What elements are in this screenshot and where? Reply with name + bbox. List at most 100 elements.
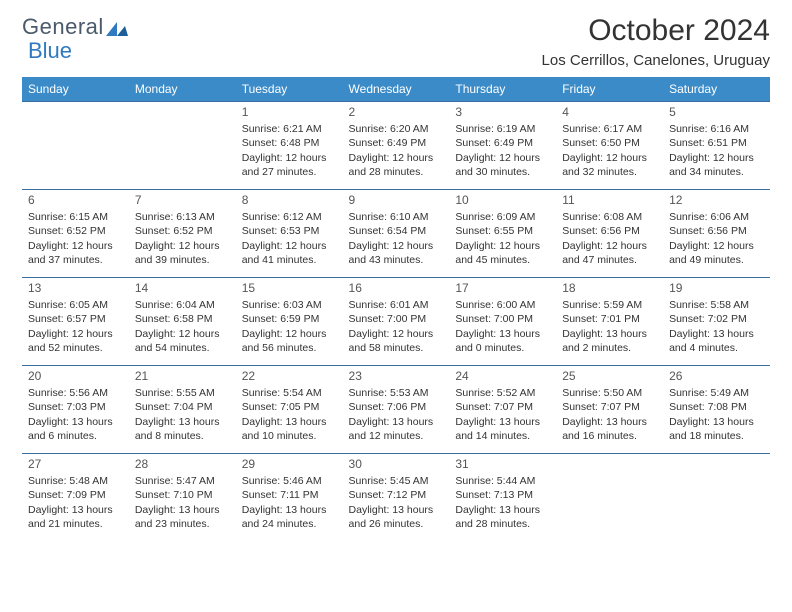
daylight-line-b: and 34 minutes. xyxy=(669,165,764,179)
sunrise-line: Sunrise: 5:49 AM xyxy=(669,386,764,400)
day-number: 16 xyxy=(349,280,444,296)
day-cell: 19Sunrise: 5:58 AMSunset: 7:02 PMDayligh… xyxy=(663,278,770,366)
daylight-line-a: Daylight: 12 hours xyxy=(349,239,444,253)
daylight-line-b: and 21 minutes. xyxy=(28,517,123,531)
day-cell: 3Sunrise: 6:19 AMSunset: 6:49 PMDaylight… xyxy=(449,102,556,190)
sunrise-line: Sunrise: 5:47 AM xyxy=(135,474,230,488)
daylight-line-a: Daylight: 13 hours xyxy=(455,503,550,517)
sunset-line: Sunset: 6:53 PM xyxy=(242,224,337,238)
day-number: 11 xyxy=(562,192,657,208)
sunset-line: Sunset: 6:50 PM xyxy=(562,136,657,150)
day-number: 24 xyxy=(455,368,550,384)
calendar-row: 13Sunrise: 6:05 AMSunset: 6:57 PMDayligh… xyxy=(22,278,770,366)
day-number: 27 xyxy=(28,456,123,472)
daylight-line-a: Daylight: 12 hours xyxy=(135,327,230,341)
day-number: 7 xyxy=(135,192,230,208)
day-cell: 6Sunrise: 6:15 AMSunset: 6:52 PMDaylight… xyxy=(22,190,129,278)
daylight-line-a: Daylight: 13 hours xyxy=(28,503,123,517)
day-cell: 15Sunrise: 6:03 AMSunset: 6:59 PMDayligh… xyxy=(236,278,343,366)
daylight-line-b: and 24 minutes. xyxy=(242,517,337,531)
day-cell: 18Sunrise: 5:59 AMSunset: 7:01 PMDayligh… xyxy=(556,278,663,366)
sunset-line: Sunset: 6:52 PM xyxy=(135,224,230,238)
sunrise-line: Sunrise: 5:45 AM xyxy=(349,474,444,488)
day-header: Sunday xyxy=(22,77,129,102)
day-number: 20 xyxy=(28,368,123,384)
day-header: Thursday xyxy=(449,77,556,102)
daylight-line-b: and 28 minutes. xyxy=(455,517,550,531)
sunset-line: Sunset: 7:00 PM xyxy=(349,312,444,326)
sunrise-line: Sunrise: 6:16 AM xyxy=(669,122,764,136)
daylight-line-a: Daylight: 12 hours xyxy=(562,151,657,165)
day-number: 18 xyxy=(562,280,657,296)
day-number: 8 xyxy=(242,192,337,208)
day-number: 1 xyxy=(242,104,337,120)
sunset-line: Sunset: 6:59 PM xyxy=(242,312,337,326)
sunset-line: Sunset: 6:51 PM xyxy=(669,136,764,150)
daylight-line-b: and 58 minutes. xyxy=(349,341,444,355)
day-number: 29 xyxy=(242,456,337,472)
daylight-line-b: and 56 minutes. xyxy=(242,341,337,355)
daylight-line-a: Daylight: 12 hours xyxy=(562,239,657,253)
daylight-line-b: and 0 minutes. xyxy=(455,341,550,355)
daylight-line-a: Daylight: 13 hours xyxy=(669,415,764,429)
sunrise-line: Sunrise: 5:52 AM xyxy=(455,386,550,400)
brand-name-b: Blue xyxy=(28,38,72,64)
sunrise-line: Sunrise: 6:17 AM xyxy=(562,122,657,136)
day-number: 10 xyxy=(455,192,550,208)
sunset-line: Sunset: 7:10 PM xyxy=(135,488,230,502)
sunset-line: Sunset: 7:08 PM xyxy=(669,400,764,414)
day-header: Wednesday xyxy=(343,77,450,102)
sunrise-line: Sunrise: 6:01 AM xyxy=(349,298,444,312)
calendar-row: 27Sunrise: 5:48 AMSunset: 7:09 PMDayligh… xyxy=(22,454,770,542)
day-cell: 13Sunrise: 6:05 AMSunset: 6:57 PMDayligh… xyxy=(22,278,129,366)
daylight-line-b: and 45 minutes. xyxy=(455,253,550,267)
daylight-line-b: and 2 minutes. xyxy=(562,341,657,355)
day-number: 3 xyxy=(455,104,550,120)
day-cell: 22Sunrise: 5:54 AMSunset: 7:05 PMDayligh… xyxy=(236,366,343,454)
sunrise-line: Sunrise: 6:05 AM xyxy=(28,298,123,312)
calendar-body: 1Sunrise: 6:21 AMSunset: 6:48 PMDaylight… xyxy=(22,102,770,542)
daylight-line-b: and 30 minutes. xyxy=(455,165,550,179)
daylight-line-b: and 37 minutes. xyxy=(28,253,123,267)
sunrise-line: Sunrise: 6:13 AM xyxy=(135,210,230,224)
day-cell: 11Sunrise: 6:08 AMSunset: 6:56 PMDayligh… xyxy=(556,190,663,278)
sunrise-line: Sunrise: 5:46 AM xyxy=(242,474,337,488)
daylight-line-a: Daylight: 12 hours xyxy=(669,151,764,165)
sunrise-line: Sunrise: 5:53 AM xyxy=(349,386,444,400)
daylight-line-a: Daylight: 13 hours xyxy=(562,327,657,341)
day-header: Saturday xyxy=(663,77,770,102)
day-number: 15 xyxy=(242,280,337,296)
daylight-line-b: and 4 minutes. xyxy=(669,341,764,355)
empty-cell xyxy=(556,454,663,542)
day-cell: 27Sunrise: 5:48 AMSunset: 7:09 PMDayligh… xyxy=(22,454,129,542)
daylight-line-a: Daylight: 13 hours xyxy=(349,415,444,429)
sunrise-line: Sunrise: 6:15 AM xyxy=(28,210,123,224)
day-cell: 28Sunrise: 5:47 AMSunset: 7:10 PMDayligh… xyxy=(129,454,236,542)
day-cell: 1Sunrise: 6:21 AMSunset: 6:48 PMDaylight… xyxy=(236,102,343,190)
brand-name-a: General xyxy=(22,14,104,40)
daylight-line-b: and 28 minutes. xyxy=(349,165,444,179)
day-number: 14 xyxy=(135,280,230,296)
brand-logo: General xyxy=(22,14,108,40)
daylight-line-b: and 27 minutes. xyxy=(242,165,337,179)
calendar-row: 6Sunrise: 6:15 AMSunset: 6:52 PMDaylight… xyxy=(22,190,770,278)
daylight-line-b: and 43 minutes. xyxy=(349,253,444,267)
calendar-row: 1Sunrise: 6:21 AMSunset: 6:48 PMDaylight… xyxy=(22,102,770,190)
sunrise-line: Sunrise: 6:04 AM xyxy=(135,298,230,312)
title-block: October 2024 Los Cerrillos, Canelones, U… xyxy=(542,14,770,69)
daylight-line-a: Daylight: 13 hours xyxy=(135,503,230,517)
day-cell: 21Sunrise: 5:55 AMSunset: 7:04 PMDayligh… xyxy=(129,366,236,454)
day-number: 30 xyxy=(349,456,444,472)
daylight-line-b: and 14 minutes. xyxy=(455,429,550,443)
sunrise-line: Sunrise: 6:00 AM xyxy=(455,298,550,312)
sunrise-line: Sunrise: 5:50 AM xyxy=(562,386,657,400)
sunrise-line: Sunrise: 5:58 AM xyxy=(669,298,764,312)
sunset-line: Sunset: 7:12 PM xyxy=(349,488,444,502)
sunrise-line: Sunrise: 6:03 AM xyxy=(242,298,337,312)
sunset-line: Sunset: 7:13 PM xyxy=(455,488,550,502)
day-number: 13 xyxy=(28,280,123,296)
day-header: Tuesday xyxy=(236,77,343,102)
daylight-line-a: Daylight: 13 hours xyxy=(455,415,550,429)
sunset-line: Sunset: 7:07 PM xyxy=(562,400,657,414)
page-subtitle: Los Cerrillos, Canelones, Uruguay xyxy=(542,52,770,69)
